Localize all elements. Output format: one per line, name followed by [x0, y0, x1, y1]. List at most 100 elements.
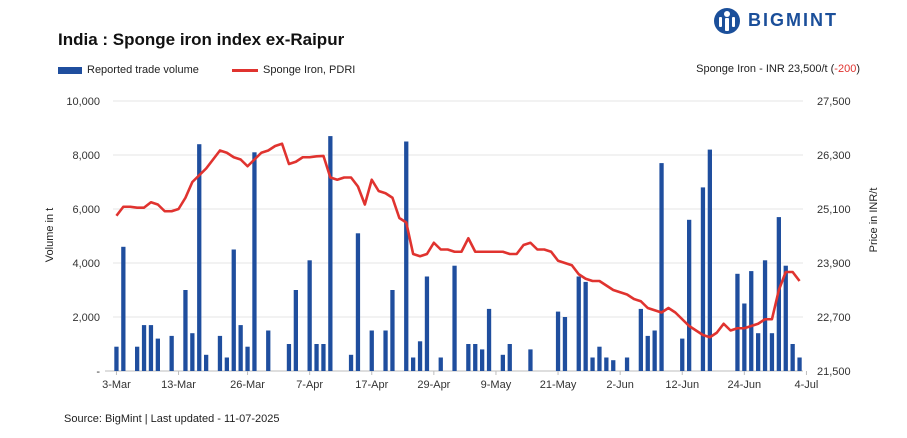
volume-bar — [245, 346, 250, 371]
volume-bar — [576, 276, 581, 371]
price-note-suffix: ) — [856, 63, 860, 75]
volume-bar — [314, 344, 319, 371]
volume-bar — [507, 344, 512, 371]
volume-bar — [466, 344, 471, 371]
volume-bar — [307, 260, 312, 371]
volume-bar — [452, 265, 457, 371]
volume-bar — [417, 341, 423, 371]
volume-bar — [528, 349, 533, 371]
legend-price-label: Sponge Iron, PDRI — [263, 64, 356, 76]
volume-bar — [190, 333, 195, 371]
volume-bar — [473, 344, 478, 371]
volume-bar — [707, 149, 712, 371]
volume-bars — [114, 136, 802, 371]
brand-logo: BIGMINT — [712, 6, 892, 36]
volume-bar — [700, 187, 706, 371]
x-tick-label: 2-Jun — [606, 379, 634, 391]
volume-bar — [348, 354, 354, 371]
right-axis-title: Price in INR/t — [868, 188, 880, 253]
volume-bar — [266, 330, 271, 371]
left-tick-label: - — [96, 366, 100, 378]
volume-bar — [659, 163, 664, 371]
volume-bar — [652, 330, 657, 371]
volume-bar — [645, 335, 650, 371]
price-note: Sponge Iron - INR 23,500/t (-200) — [696, 63, 860, 75]
volume-bar — [121, 246, 126, 371]
right-tick-label: 21,500 — [817, 366, 851, 378]
volume-bar — [555, 311, 561, 371]
volume-bar — [611, 360, 616, 371]
volume-bar — [583, 281, 588, 371]
volume-bar — [562, 317, 568, 371]
volume-bar — [687, 219, 692, 371]
volume-bar — [769, 333, 775, 371]
x-tick-label: 17-Apr — [355, 379, 388, 391]
legend-price-swatch — [232, 68, 258, 72]
x-tick-label: 3-Mar — [102, 379, 131, 391]
volume-bar — [500, 354, 505, 371]
x-tick-label: 12-Jun — [665, 379, 699, 391]
volume-bar — [597, 346, 602, 371]
volume-bar — [480, 349, 485, 371]
source-note: Source: BigMint | Last updated - 11-07-2… — [64, 413, 280, 425]
price-note-prefix: Sponge Iron - INR 23,500/t ( — [696, 63, 835, 75]
legend-price: Sponge Iron, PDRI — [232, 64, 355, 76]
volume-bar — [383, 330, 388, 371]
volume-bar — [486, 308, 492, 371]
volume-bar — [328, 136, 333, 371]
volume-bar — [735, 273, 740, 371]
volume-bar — [404, 141, 409, 371]
volume-bar — [238, 325, 243, 371]
right-axis: 21,500 22,700 23,900 25,100 26,300 27,500 — [817, 96, 851, 378]
x-tick-label: 7-Apr — [296, 379, 323, 391]
left-tick-label: 10,000 — [66, 96, 100, 108]
volume-bar — [756, 333, 761, 371]
volume-bar — [183, 290, 188, 371]
x-tick-label: 24-Jun — [728, 379, 762, 391]
volume-bar — [762, 260, 768, 371]
volume-bar — [680, 338, 685, 371]
volume-bar — [114, 346, 119, 371]
volume-bar — [590, 357, 595, 371]
volume-bar — [217, 335, 223, 371]
brand-name: BIGMINT — [748, 10, 838, 30]
volume-bar — [355, 233, 361, 371]
volume-bar — [638, 308, 643, 371]
volume-bar — [155, 338, 160, 371]
volume-bar — [286, 344, 292, 371]
volume-bar — [742, 303, 747, 371]
volume-bar — [369, 330, 374, 371]
volume-bar — [293, 290, 298, 371]
right-tick-label: 23,900 — [817, 258, 851, 270]
price-change: -200 — [834, 63, 857, 75]
x-tick-label: 21-May — [540, 379, 577, 391]
volume-bar — [790, 344, 795, 371]
volume-bar — [604, 357, 609, 371]
volume-bar — [148, 325, 154, 371]
x-tick-label: 13-Mar — [161, 379, 196, 391]
left-tick-label: 6,000 — [72, 204, 100, 216]
left-axis: - 2,000 4,000 6,000 8,000 10,000 — [66, 96, 100, 378]
volume-bar — [135, 346, 140, 371]
volume-bar — [749, 271, 754, 371]
volume-bar — [390, 290, 395, 371]
legend-volume-label: Reported trade volume — [87, 64, 199, 76]
legend-volume-swatch — [58, 66, 82, 74]
left-tick-label: 4,000 — [72, 258, 100, 270]
volume-bar — [169, 335, 174, 371]
left-axis-title: Volume in t — [44, 208, 56, 262]
x-tick-label: 29-Apr — [417, 379, 450, 391]
volume-bar — [438, 357, 443, 371]
chart-title: India : Sponge iron index ex-Raipur — [58, 30, 345, 49]
x-tick-label: 9-May — [481, 379, 512, 391]
right-tick-label: 22,700 — [817, 312, 851, 324]
x-tick-label: 26-Mar — [230, 379, 265, 391]
volume-bar — [141, 325, 147, 371]
volume-bar — [231, 249, 236, 371]
x-axis: 3-Mar 13-Mar 26-Mar 7-Apr 17-Apr 29-Apr 9-May 2… — [102, 371, 818, 391]
right-tick-label: 26,300 — [817, 150, 851, 162]
volume-bar — [424, 276, 430, 371]
x-tick-label: 4-Jul — [795, 379, 819, 391]
volume-bar — [252, 152, 257, 371]
